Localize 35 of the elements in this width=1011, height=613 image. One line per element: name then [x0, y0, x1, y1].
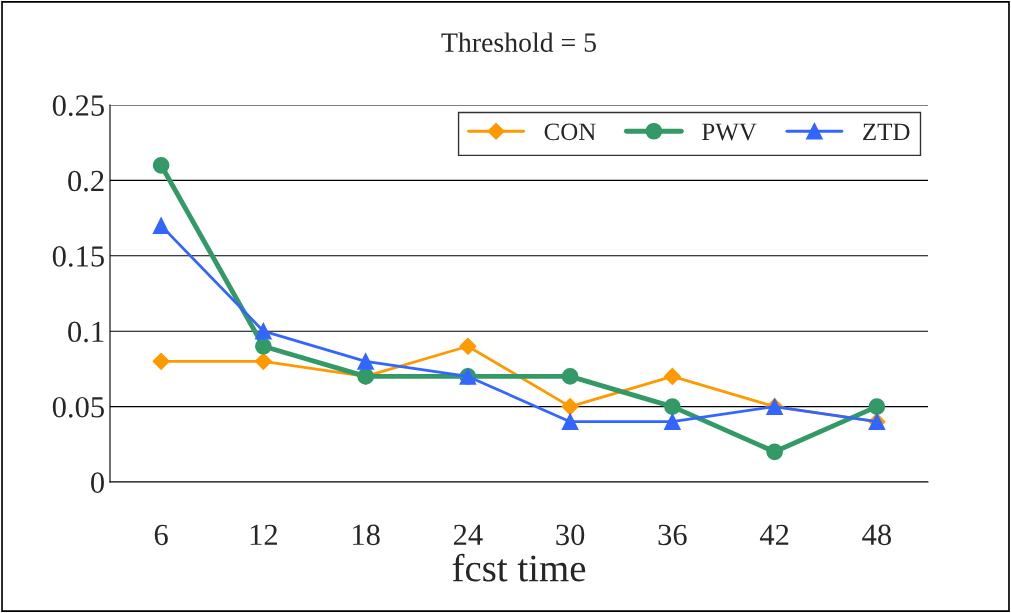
point [255, 322, 272, 340]
point [459, 337, 477, 355]
y-tick-label: 0.15 [52, 246, 104, 267]
y-tick-label: 0.2 [68, 170, 104, 192]
x-tick-label: 24 [453, 524, 483, 545]
y-tick-label: 0.05 [52, 396, 104, 418]
y-tick-label: 0.1 [68, 321, 104, 343]
y-tick-label: 0 [91, 472, 104, 493]
point [561, 368, 579, 385]
y-tick-label: 0.25 [52, 95, 104, 117]
point [664, 413, 681, 431]
x-tick-label: 36 [658, 524, 687, 546]
point [766, 443, 783, 461]
point [152, 352, 170, 370]
x-tick-label: 30 [556, 524, 585, 546]
point [357, 353, 374, 370]
point [664, 398, 681, 415]
legend-label: ZTD [863, 123, 910, 141]
x-tick-label: 6 [154, 524, 168, 546]
point [254, 352, 272, 370]
point [561, 398, 579, 416]
x-axis-title: fcst time [452, 553, 586, 582]
point [663, 367, 681, 385]
point [152, 217, 170, 234]
point [152, 156, 170, 174]
point [255, 337, 272, 355]
x-tick-label: 48 [862, 524, 891, 546]
x-tick-label: 42 [759, 524, 789, 545]
x-tick-label: 18 [353, 524, 380, 546]
legend-label: CON [544, 123, 596, 141]
legend-label: PWV [702, 123, 757, 141]
point [868, 398, 886, 415]
chart-title: Threshold = 5 [441, 32, 596, 52]
x-tick-label: 12 [250, 524, 277, 545]
point [561, 413, 579, 431]
